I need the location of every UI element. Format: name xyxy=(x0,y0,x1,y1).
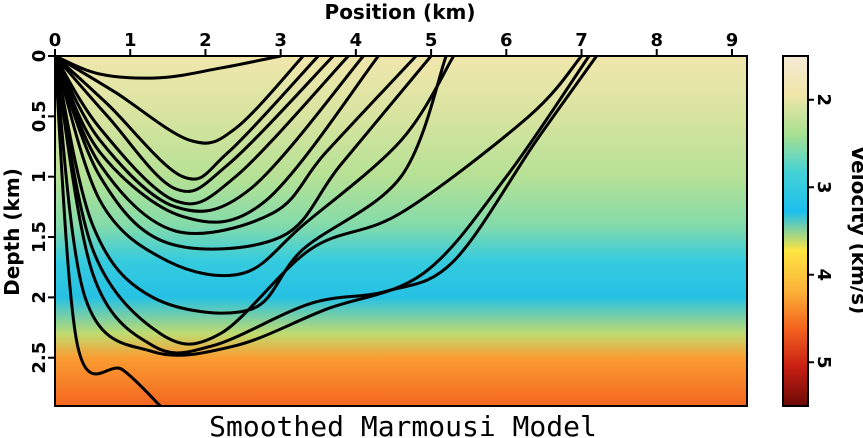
raypath-7 xyxy=(55,56,380,224)
x-tick-label: 1 xyxy=(124,30,137,51)
y-tick-label: 0.5 xyxy=(29,100,50,132)
colorbar-tick-label: 5 xyxy=(813,356,834,369)
colorbar-tick-label: 3 xyxy=(813,181,834,194)
y-tick-label: 2.5 xyxy=(29,342,50,374)
raypath-8 xyxy=(55,56,418,235)
y-tick-label: 1 xyxy=(29,170,50,183)
x-tick-label: 6 xyxy=(500,30,513,51)
x-tick-label: 5 xyxy=(425,30,438,51)
colorbar-tick-label: 4 xyxy=(813,268,834,281)
chart-title: Smoothed Marmousi Model xyxy=(209,410,597,438)
colorbar xyxy=(783,56,808,406)
plot-area xyxy=(55,56,747,406)
x-axis: 0 1 2 3 4 5 6 7 8 9 xyxy=(49,30,738,56)
raypath-14 xyxy=(55,56,591,357)
x-axis-title: Position (km) xyxy=(325,0,476,24)
raypath-5 xyxy=(55,56,350,206)
x-tick-label: 0 xyxy=(49,30,62,51)
raypath-1 xyxy=(55,56,283,80)
x-tick-label: 2 xyxy=(199,30,212,51)
y-tick-label: 0 xyxy=(29,50,50,63)
raypath-4 xyxy=(55,56,335,193)
y-axis: 0 0.5 1 1.5 2 2.5 xyxy=(29,50,55,374)
x-tick-label: 8 xyxy=(650,30,663,51)
y-tick-label: 1.5 xyxy=(29,221,50,253)
raypath-12 xyxy=(55,56,584,346)
plot-frame xyxy=(54,55,748,407)
raypath-3 xyxy=(55,56,320,181)
x-tick-label: 4 xyxy=(350,30,363,51)
x-tick-label: 3 xyxy=(274,30,287,51)
x-tick-label: 9 xyxy=(726,30,739,51)
raypath-9 xyxy=(55,56,433,251)
x-tick-label: 7 xyxy=(575,30,588,51)
colorbar-axis: 2 3 4 5 xyxy=(808,93,834,369)
velocity-field xyxy=(55,56,747,406)
colorbar-frame xyxy=(782,55,809,407)
y-axis-title: Depth (km) xyxy=(0,168,24,296)
y-tick-label: 2 xyxy=(29,291,50,304)
colorbar-tick-label: 2 xyxy=(813,93,834,106)
raypath-15 xyxy=(55,56,162,406)
colorbar-title: Velocity (km/s) xyxy=(847,146,863,314)
raypath-2 xyxy=(55,56,305,145)
raypath-6 xyxy=(55,56,365,213)
raypath-10 xyxy=(55,56,456,278)
raypath-13 xyxy=(55,56,599,355)
raypaths xyxy=(55,56,599,406)
